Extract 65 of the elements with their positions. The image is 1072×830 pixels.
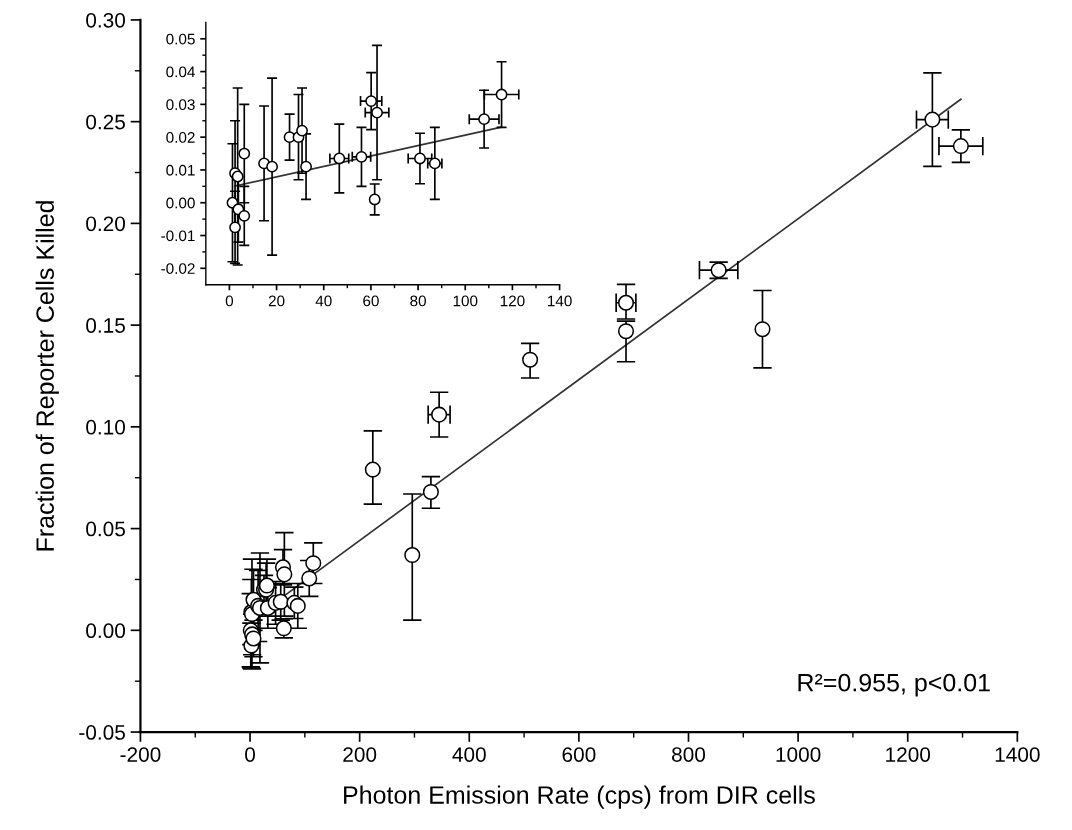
y-tick-label: -0.02 xyxy=(161,263,195,274)
y-tick-label: 0.15 xyxy=(86,318,125,333)
y-tick-label: 0.02 xyxy=(166,132,195,143)
y-tick-label: 0.20 xyxy=(86,216,126,232)
point xyxy=(478,113,491,126)
y-tick-label: 0.00 xyxy=(86,623,126,639)
point xyxy=(333,152,346,165)
x-axis-title: Photon Emission Rate (cps) from DIR cells xyxy=(344,785,815,809)
point xyxy=(238,147,251,160)
y-tick-label: 0.30 xyxy=(86,12,126,28)
y-tick-label: 0.04 xyxy=(166,66,195,78)
y-tick-label: 0.05 xyxy=(86,521,125,537)
point xyxy=(522,351,539,368)
annotation: R²=0.955, p<0.01 xyxy=(798,673,990,697)
x-tick-label: -200 xyxy=(120,747,161,762)
x-tick-label: 40 xyxy=(315,295,332,307)
point xyxy=(364,461,381,478)
x-tick-label: 120 xyxy=(500,295,525,307)
x-tick-label: 100 xyxy=(453,295,478,307)
point xyxy=(431,406,448,423)
point xyxy=(238,209,251,222)
y-axis-title: Fraction of Reporter Cells Killed xyxy=(35,201,59,551)
point xyxy=(229,221,241,234)
point xyxy=(754,321,771,338)
y-tick-label: 0.10 xyxy=(86,419,126,435)
x-tick-label: 1200 xyxy=(886,747,931,762)
point xyxy=(272,593,289,610)
y-tick-label: 0.05 xyxy=(166,33,195,45)
point xyxy=(617,323,635,340)
point xyxy=(258,577,275,594)
point xyxy=(414,152,426,165)
x-tick-label: 60 xyxy=(363,295,379,307)
x-tick-label: 80 xyxy=(410,295,426,307)
point xyxy=(301,570,318,587)
point xyxy=(371,106,383,119)
y-tick-label: 0.01 xyxy=(166,164,195,176)
point xyxy=(305,555,322,572)
point xyxy=(368,193,381,206)
point xyxy=(952,138,969,155)
point xyxy=(355,150,368,163)
x-tick-label: 1400 xyxy=(995,747,1040,762)
y-tick-label: 0.00 xyxy=(166,197,195,209)
point xyxy=(296,124,308,137)
point xyxy=(245,630,262,647)
x-tick-label: 600 xyxy=(562,747,596,762)
point xyxy=(266,160,279,173)
point xyxy=(365,95,378,108)
x-tick-label: 200 xyxy=(343,747,377,762)
point xyxy=(276,566,293,583)
point xyxy=(422,483,439,501)
x-tick-label: 1000 xyxy=(776,747,821,762)
x-tick-label: 400 xyxy=(452,747,486,762)
y-tick-label: 0.25 xyxy=(86,114,125,130)
x-tick-label: 800 xyxy=(672,747,706,762)
y-tick-label: -0.05 xyxy=(79,725,125,740)
point xyxy=(300,160,312,173)
y-tick-label: -0.01 xyxy=(161,230,195,242)
x-tick-label: 0 xyxy=(225,295,234,307)
y-tick-label: 0.03 xyxy=(166,99,195,111)
x-tick-label: 20 xyxy=(268,295,285,307)
x-tick-label: 140 xyxy=(548,295,572,307)
point xyxy=(404,546,421,564)
x-tick-label: 0 xyxy=(245,747,256,762)
point xyxy=(924,111,941,128)
point xyxy=(495,88,508,101)
